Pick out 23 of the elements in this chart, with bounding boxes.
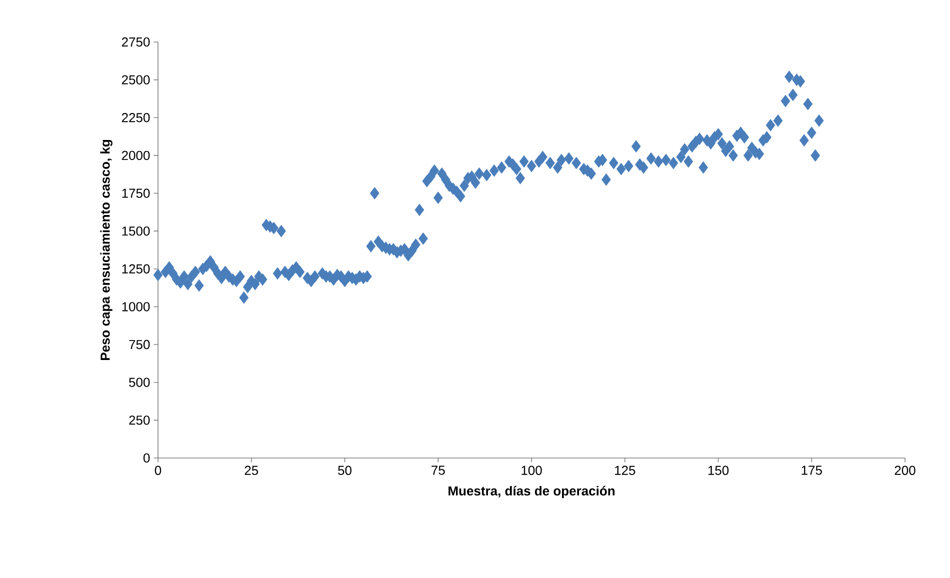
- x-tick-label: 125: [615, 466, 636, 475]
- y-tick-label: 1000: [122, 302, 150, 312]
- y-tick-label: 500: [129, 378, 150, 387]
- x-tick-label: 100: [522, 466, 542, 475]
- x-axis-title: Muestra, días de operación: [448, 486, 614, 498]
- y-tick-label: 250: [129, 416, 150, 425]
- x-tick-label: 0: [154, 466, 162, 475]
- x-tick-label: 175: [802, 466, 822, 475]
- x-tick-label: 25: [244, 466, 258, 475]
- y-axis-title: Peso capa ensuciamiento casco, kg: [100, 140, 112, 360]
- y-tick-label: 2750: [122, 37, 150, 47]
- y-tick-label: 1500: [122, 226, 150, 236]
- y-tick-label: 2000: [122, 150, 150, 160]
- y-tick-label: 2500: [122, 75, 150, 84]
- y-tick-label: 2250: [122, 113, 150, 122]
- y-tick-label: 1250: [122, 264, 150, 274]
- x-tick-label: 150: [708, 466, 729, 475]
- x-tick-label: 200: [894, 466, 916, 475]
- x-tick-label: 50: [338, 466, 352, 475]
- y-tick-label: 0: [143, 453, 150, 463]
- y-tick-label: 1750: [122, 188, 150, 198]
- x-tick-label: 75: [432, 466, 445, 475]
- y-tick-label: 750: [129, 340, 150, 350]
